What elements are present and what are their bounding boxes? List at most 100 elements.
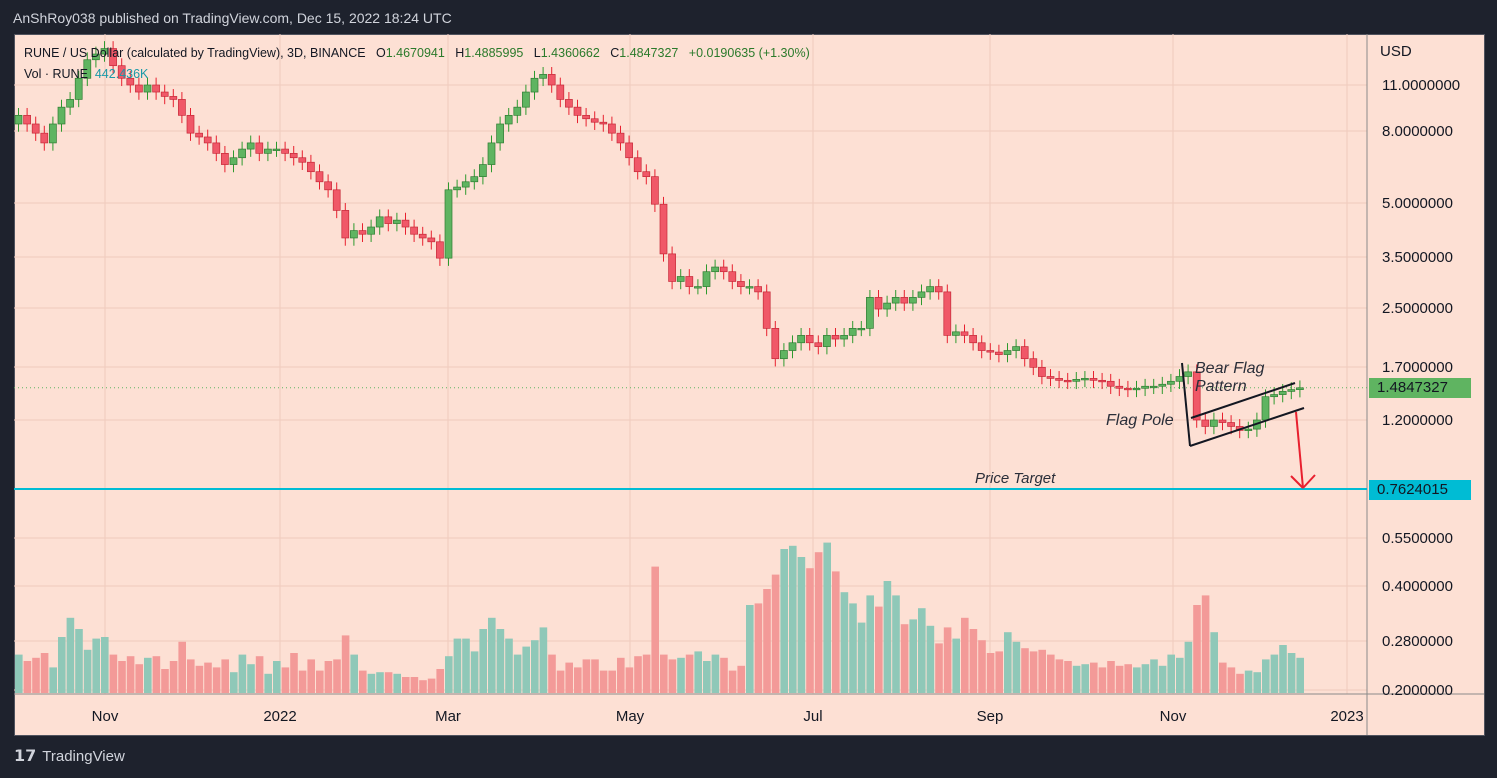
candle-down (1046, 376, 1055, 379)
candle-down (608, 123, 616, 134)
volume-bar (720, 657, 728, 693)
volume-bar (625, 667, 634, 693)
flag-pole-line (1181, 362, 1191, 447)
candle-down (831, 335, 840, 340)
volume-bar (737, 665, 745, 693)
candle-down (178, 99, 186, 116)
volume-bar (1021, 648, 1029, 693)
volume-bar (651, 566, 659, 693)
candle-up (238, 148, 246, 159)
symbol-title[interactable]: RUNE / US Dollar (calculated by TradingV… (24, 46, 366, 60)
volume-bar (161, 669, 169, 693)
volume-bar (462, 638, 470, 693)
price-axis-unit: USD (1380, 43, 1412, 60)
volume-bar (66, 617, 75, 693)
candle-up (1296, 387, 1304, 390)
price-axis-tick: 0.2800000 (1382, 633, 1453, 650)
candle-up (1270, 394, 1278, 398)
candle-down (874, 297, 883, 310)
candle-up (1072, 379, 1081, 382)
candle-up (1261, 396, 1270, 421)
candle-down (1115, 385, 1124, 389)
candle-up (1003, 350, 1012, 355)
time-axis-tick: Mar (435, 708, 461, 725)
volume-label[interactable]: Vol · RUNE (24, 67, 88, 81)
candle-up (264, 148, 272, 154)
candle-up (539, 74, 547, 79)
volume-bar (1210, 632, 1218, 693)
volume-bar (728, 670, 737, 693)
volume-bar (1029, 651, 1038, 693)
volume-bar (75, 629, 83, 693)
bear-flag-label: Bear Flag (1195, 360, 1265, 377)
volume-bar (1098, 667, 1107, 693)
candle-down (186, 114, 195, 134)
volume-bar (668, 659, 677, 693)
volume-bar (212, 667, 221, 693)
candle-down (436, 241, 444, 259)
time-axis-tick: 2022 (263, 708, 296, 725)
candle-down (633, 157, 642, 173)
volume-bar (1055, 659, 1064, 693)
volume-bar (49, 667, 57, 693)
candle-down (805, 335, 814, 344)
time-axis-tick: Sep (977, 708, 1004, 725)
candle-down (599, 121, 608, 125)
price-axis-tick: 0.2000000 (1382, 682, 1453, 699)
candle-down (651, 176, 659, 205)
price-target-price-label: 0.7624015 (1369, 480, 1471, 500)
volume-bar (935, 643, 943, 693)
candle-up (367, 226, 375, 235)
candle-up (745, 286, 754, 289)
volume-bar (1184, 641, 1193, 693)
volume-bar (522, 646, 530, 693)
volume-bar (849, 603, 857, 693)
candle-down (900, 297, 909, 304)
last-price-label: 1.4847327 (1369, 378, 1471, 398)
candle-up (711, 266, 719, 273)
candle-down (1124, 387, 1132, 391)
volume-bar (1287, 653, 1296, 693)
time-axis-tick: 2023 (1330, 708, 1363, 725)
volume-bar (264, 673, 272, 693)
volume-bar (307, 659, 315, 693)
candle-down (771, 328, 780, 360)
volume-bar (1072, 665, 1081, 693)
price-axis-tick: 5.0000000 (1382, 195, 1453, 212)
time-axis-tick: Jul (803, 708, 822, 725)
candle-up (1287, 389, 1296, 392)
volume-bar (703, 661, 711, 693)
candle-up (883, 302, 891, 310)
tradingview-logo[interactable]: 𝟭𝟳 TradingView (14, 747, 125, 766)
candle-up (823, 335, 831, 347)
volume-bar (410, 677, 419, 693)
volume-bar (1253, 672, 1261, 693)
volume-bar (780, 549, 788, 693)
volume-bar (1115, 665, 1124, 693)
volume-bar (1047, 654, 1055, 693)
candle-down (401, 219, 410, 228)
price-axis-tick: 0.4000000 (1382, 578, 1453, 595)
volume-bar (488, 617, 496, 693)
candle-down (255, 142, 264, 154)
volume-bar (118, 661, 126, 693)
candle-up (1158, 383, 1167, 387)
price-target-label: Price Target (975, 470, 1056, 487)
candle-down (315, 171, 324, 183)
candle-up (504, 114, 513, 125)
volume-bar (875, 606, 883, 693)
published-header: AnShRoy038 published on TradingView.com,… (13, 10, 452, 26)
chart-canvas[interactable]: USD 11.0000000 8.0000000 5.0000000 3.5000000… (14, 34, 1484, 735)
candle-down (573, 106, 582, 116)
candle-up (848, 328, 857, 336)
volume-bar (1244, 670, 1253, 693)
candle-down (977, 342, 986, 351)
candle-down (289, 152, 298, 159)
volume-bar (221, 659, 229, 693)
volume-bar (178, 641, 186, 693)
candle-up (1012, 346, 1020, 351)
price-axis-tick: 2.5000000 (1382, 300, 1453, 317)
candle-up (143, 84, 152, 93)
candle-down (109, 48, 117, 67)
volume-bar (144, 657, 152, 693)
